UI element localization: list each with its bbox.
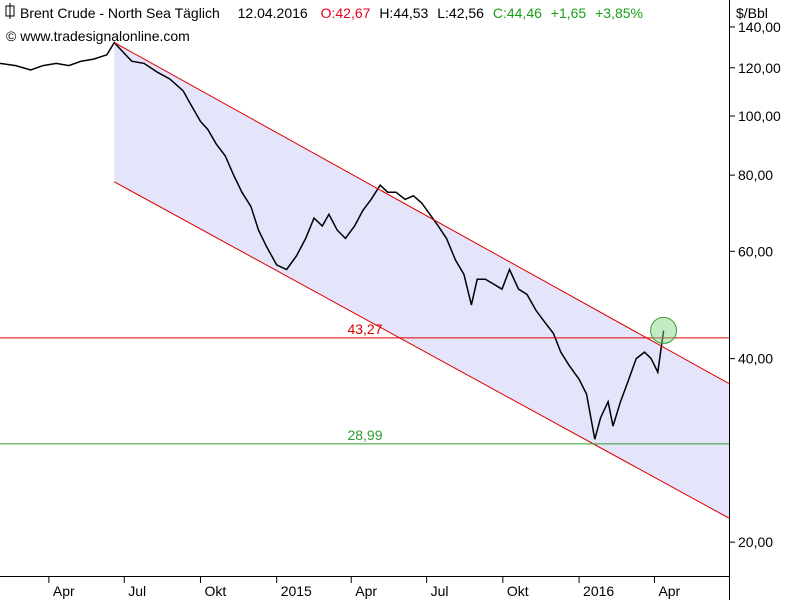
- y-tick-label: 40,00: [738, 351, 773, 367]
- chart-header: Brent Crude - North Sea Täglich 12.04.20…: [5, 3, 768, 44]
- y-tick-label: 120,00: [738, 60, 781, 76]
- quote-date: 12.04.2016: [238, 5, 308, 21]
- y-tick-label: 100,00: [738, 108, 781, 124]
- open-value: O:42,67: [321, 5, 371, 21]
- x-tick-label: Jul: [128, 583, 146, 599]
- x-tick-label: Jul: [431, 583, 449, 599]
- x-tick-label: Apr: [53, 583, 75, 599]
- y-axis-ticks: 140,00 120,00 100,00 80,00 60,00 40,00 20,00: [729, 19, 781, 550]
- y-tick-label: 20,00: [738, 534, 773, 550]
- close-value: C:44,46: [493, 5, 542, 21]
- unit-label: $/Bbl: [736, 5, 768, 21]
- high-value: H:44,53: [379, 5, 428, 21]
- x-axis-ticks: Apr Jul Okt 2015 Apr Jul Okt 2016 Apr: [48, 576, 681, 599]
- low-value: L:42,56: [437, 5, 484, 21]
- channel-lower-line: [114, 181, 730, 519]
- support-label: 28,99: [347, 427, 382, 443]
- x-tick-label: Apr: [355, 583, 377, 599]
- copyright-text: © www.tradesignalonline.com: [6, 28, 190, 44]
- price-series-line: [0, 41, 665, 440]
- x-tick-label: 2016: [583, 583, 614, 599]
- channel-fill: [114, 42, 730, 519]
- resistance-label: 43,27: [347, 321, 382, 337]
- x-tick-label: Apr: [658, 583, 680, 599]
- change-percent: +3,85%: [595, 5, 643, 21]
- breakout-highlight-circle: [650, 316, 678, 344]
- x-tick-label: 2015: [281, 583, 312, 599]
- svg-text:Brent Crude - North Sea Täglic: Brent Crude - North Sea Täglich 12.04.20…: [20, 5, 643, 21]
- y-tick-label: 140,00: [738, 19, 781, 35]
- y-tick-label: 80,00: [738, 167, 773, 183]
- x-tick-label: Okt: [507, 583, 529, 599]
- y-tick-label: 60,00: [738, 243, 773, 259]
- channel-upper-line: [114, 42, 730, 385]
- x-tick-label: Okt: [204, 583, 226, 599]
- instrument-name: Brent Crude - North Sea Täglich: [20, 5, 220, 21]
- change-value: +1,65: [551, 5, 587, 21]
